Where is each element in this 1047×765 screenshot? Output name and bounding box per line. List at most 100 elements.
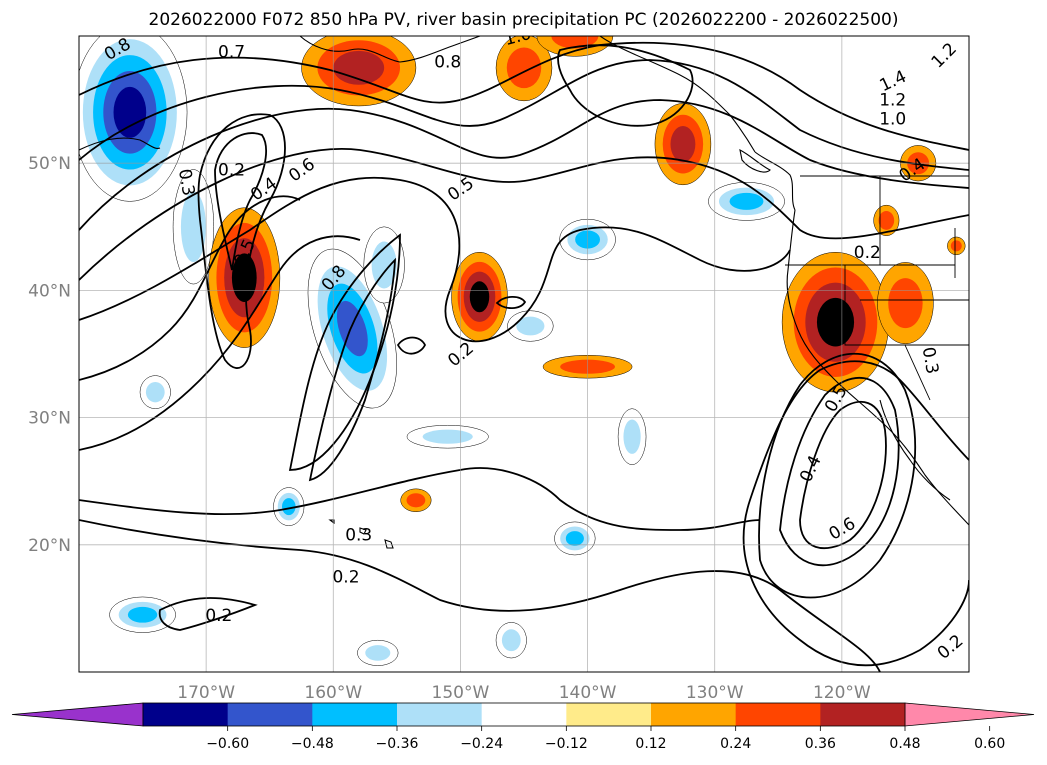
pv-contour [214, 132, 267, 271]
pv-contour [79, 467, 761, 531]
pv-contour [79, 41, 969, 151]
precip-shade [127, 606, 158, 623]
bc-coastline [754, 151, 796, 211]
colorbar-bin [312, 703, 398, 726]
contour-label-text: 0.3 [918, 345, 942, 375]
coastlines [79, 36, 969, 549]
lon-tick-label: 130°W [686, 683, 744, 703]
pv-contour [79, 176, 791, 343]
vancouver-island [739, 149, 771, 173]
precip-shade [469, 281, 490, 313]
lat-tick-label: 50°N [28, 154, 71, 174]
alaska-coastline [299, 36, 481, 63]
contour-label-text: 0.2 [205, 606, 232, 626]
colorbar-bin [651, 703, 737, 726]
pv-contour [495, 295, 527, 310]
precip-shade [406, 493, 426, 508]
map-title: 2026022000 F072 850 hPa PV, river basin … [148, 10, 899, 30]
precip-shade [516, 316, 545, 336]
contour-label-text: 1.0 [879, 110, 906, 130]
colorbar-tick-label: 0.24 [720, 736, 751, 752]
hawaii-islands [328, 519, 394, 549]
precip-shade [506, 47, 542, 89]
contour-label: 0.7 [218, 42, 245, 62]
contour-label: 0.3 [174, 167, 198, 197]
baja-coastline [879, 399, 951, 501]
pv-contour [288, 233, 401, 471]
precip-shade [670, 126, 696, 163]
contour-label: 0.2 [854, 243, 881, 263]
pv-contour [79, 99, 969, 231]
pv-contour [79, 519, 881, 672]
colorbar-tick-label: 0.60 [974, 736, 1005, 752]
lon-tick-label: 140°W [559, 683, 617, 703]
pv-contour [557, 44, 694, 127]
contour-label-text: 0.3 [345, 526, 372, 546]
colorbar-bin [481, 703, 567, 726]
pv-contour [396, 336, 427, 355]
map-frame [78, 35, 970, 673]
bering-coastline [79, 137, 161, 151]
contour-label: 1.0 [879, 110, 906, 130]
precip-shade [422, 429, 473, 444]
colorbar-bin [566, 703, 652, 726]
colorbar-frame [142, 702, 906, 727]
precipitation-shading [79, 36, 966, 666]
pv-contour [779, 376, 900, 567]
pv-contour [79, 59, 969, 171]
panhandle-coastline [599, 36, 756, 153]
lon-tick-label: 120°W [813, 683, 871, 703]
pv-contour [79, 195, 301, 381]
precip-shade [180, 191, 206, 263]
precip-shade [878, 211, 895, 230]
precip-shade [729, 192, 764, 210]
lon-tick-label: 170°W [177, 683, 235, 703]
lat-tick-label: 20°N [28, 536, 71, 556]
contour-label-text: 0.2 [218, 161, 245, 181]
state-borders [785, 176, 969, 401]
colorbar-tick-label: −0.60 [206, 736, 249, 752]
pv-contour [79, 235, 361, 451]
colorbar-bin [143, 703, 229, 726]
lat-tick-label: 30°N [28, 409, 71, 429]
colorbar-tick-label: 0.36 [805, 736, 836, 752]
precip-shade [365, 645, 391, 661]
contour-label-text: 0.3 [174, 167, 198, 197]
contour-label: 0.3 [918, 345, 942, 375]
colorbar-tick-label: −0.48 [291, 736, 334, 752]
precip-shade [565, 531, 584, 546]
contour-label-text: 0.8 [434, 52, 461, 72]
precip-shade [888, 278, 923, 329]
pv-contour [758, 353, 917, 599]
pv-contour [79, 148, 969, 281]
pv-contours [79, 41, 969, 672]
colorbar-tick-label: 0.48 [889, 736, 920, 752]
precip-shade [145, 381, 165, 403]
precip-shade [501, 629, 521, 652]
contour-label: 1.2 [879, 91, 906, 111]
pv-contour [158, 597, 258, 631]
colorbar-tick-label: 0.12 [635, 736, 666, 752]
contour-label-text: 0.7 [218, 42, 245, 62]
colorbar-bin [735, 703, 821, 726]
contour-label: 0.8 [434, 52, 461, 72]
axis-tick-labels: 50°N 40°N 30°N 20°N 170°W 160°W 150°W 140°W 130°… [28, 154, 871, 703]
precip-shade [282, 498, 296, 516]
lat-tick-label: 40°N [28, 281, 71, 301]
contour-label-text: 0.2 [332, 568, 359, 588]
colorbar: −0.60 −0.48 −0.36 −0.24 −0.12 0.12 0.24 0.36 0.4… [11, 702, 1035, 752]
lon-tick-label: 160°W [304, 683, 362, 703]
contour-label: 1.4 [866, 7, 894, 28]
pv-contour [799, 400, 887, 549]
colorbar-tick-label: −0.12 [545, 736, 588, 752]
colorbar-bin [227, 703, 313, 726]
graticule [79, 36, 969, 672]
precip-shade [333, 50, 385, 85]
colorbar-extend-under [11, 702, 144, 727]
precip-shade [231, 253, 257, 303]
contour-label: 0.2 [205, 606, 232, 626]
contour-label-text: 0.2 [854, 243, 881, 263]
precip-shade [113, 86, 147, 138]
colorbar-extend-over [904, 702, 1035, 727]
